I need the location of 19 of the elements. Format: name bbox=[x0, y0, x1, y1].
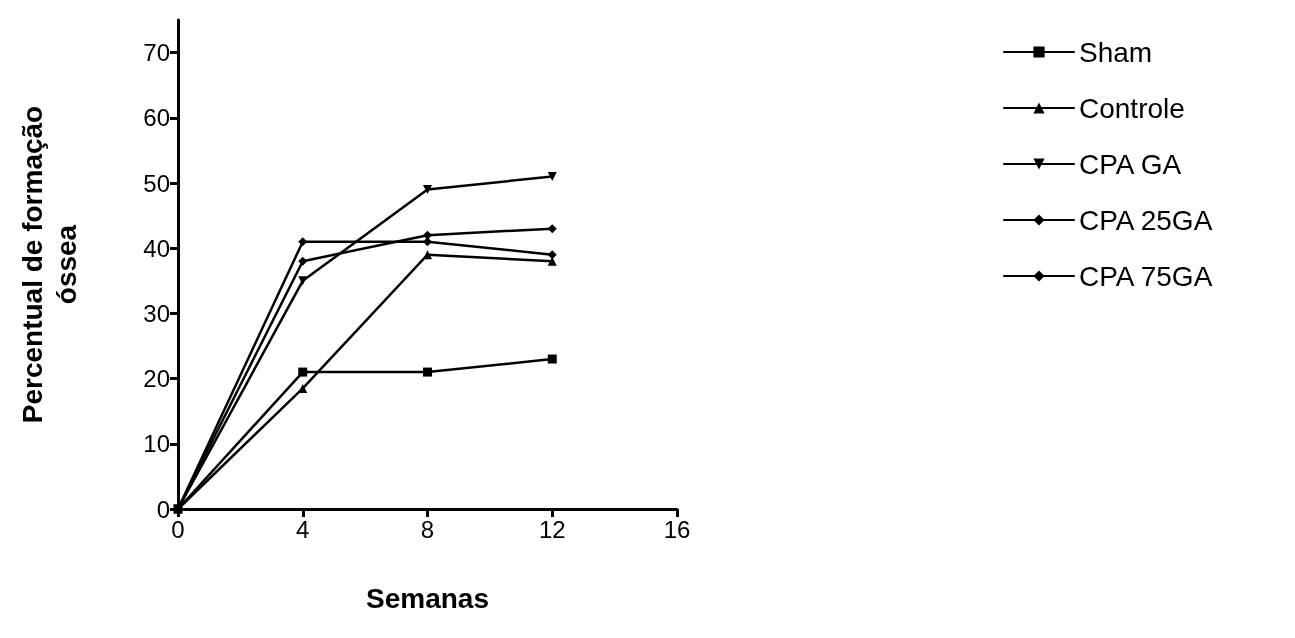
y-tick-label: 10 bbox=[143, 430, 170, 458]
legend-label: Controle bbox=[1079, 92, 1185, 124]
x-axis-title: Semanas bbox=[366, 582, 489, 614]
y-tick-label: 0 bbox=[156, 495, 170, 523]
y-tick-label: 40 bbox=[143, 234, 170, 262]
legend-label: CPA GA bbox=[1079, 148, 1182, 180]
y-tick-label: 70 bbox=[143, 39, 170, 67]
y-tick-label: 30 bbox=[143, 299, 170, 327]
legend-label: CPA 75GA bbox=[1079, 260, 1213, 292]
y-tick-label: 50 bbox=[143, 169, 170, 197]
x-tick-label: 4 bbox=[296, 515, 310, 543]
x-tick-label: 16 bbox=[663, 515, 691, 543]
x-tick-label: 12 bbox=[538, 515, 566, 543]
legend-label: CPA 25GA bbox=[1079, 204, 1213, 236]
y-axis-title: Percentual de formação óssea bbox=[16, 105, 82, 424]
x-tick-label: 8 bbox=[420, 515, 435, 543]
y-tick-label: 60 bbox=[143, 104, 170, 132]
legend-label: Sham bbox=[1079, 36, 1153, 68]
y-tick-label: 20 bbox=[143, 365, 170, 393]
